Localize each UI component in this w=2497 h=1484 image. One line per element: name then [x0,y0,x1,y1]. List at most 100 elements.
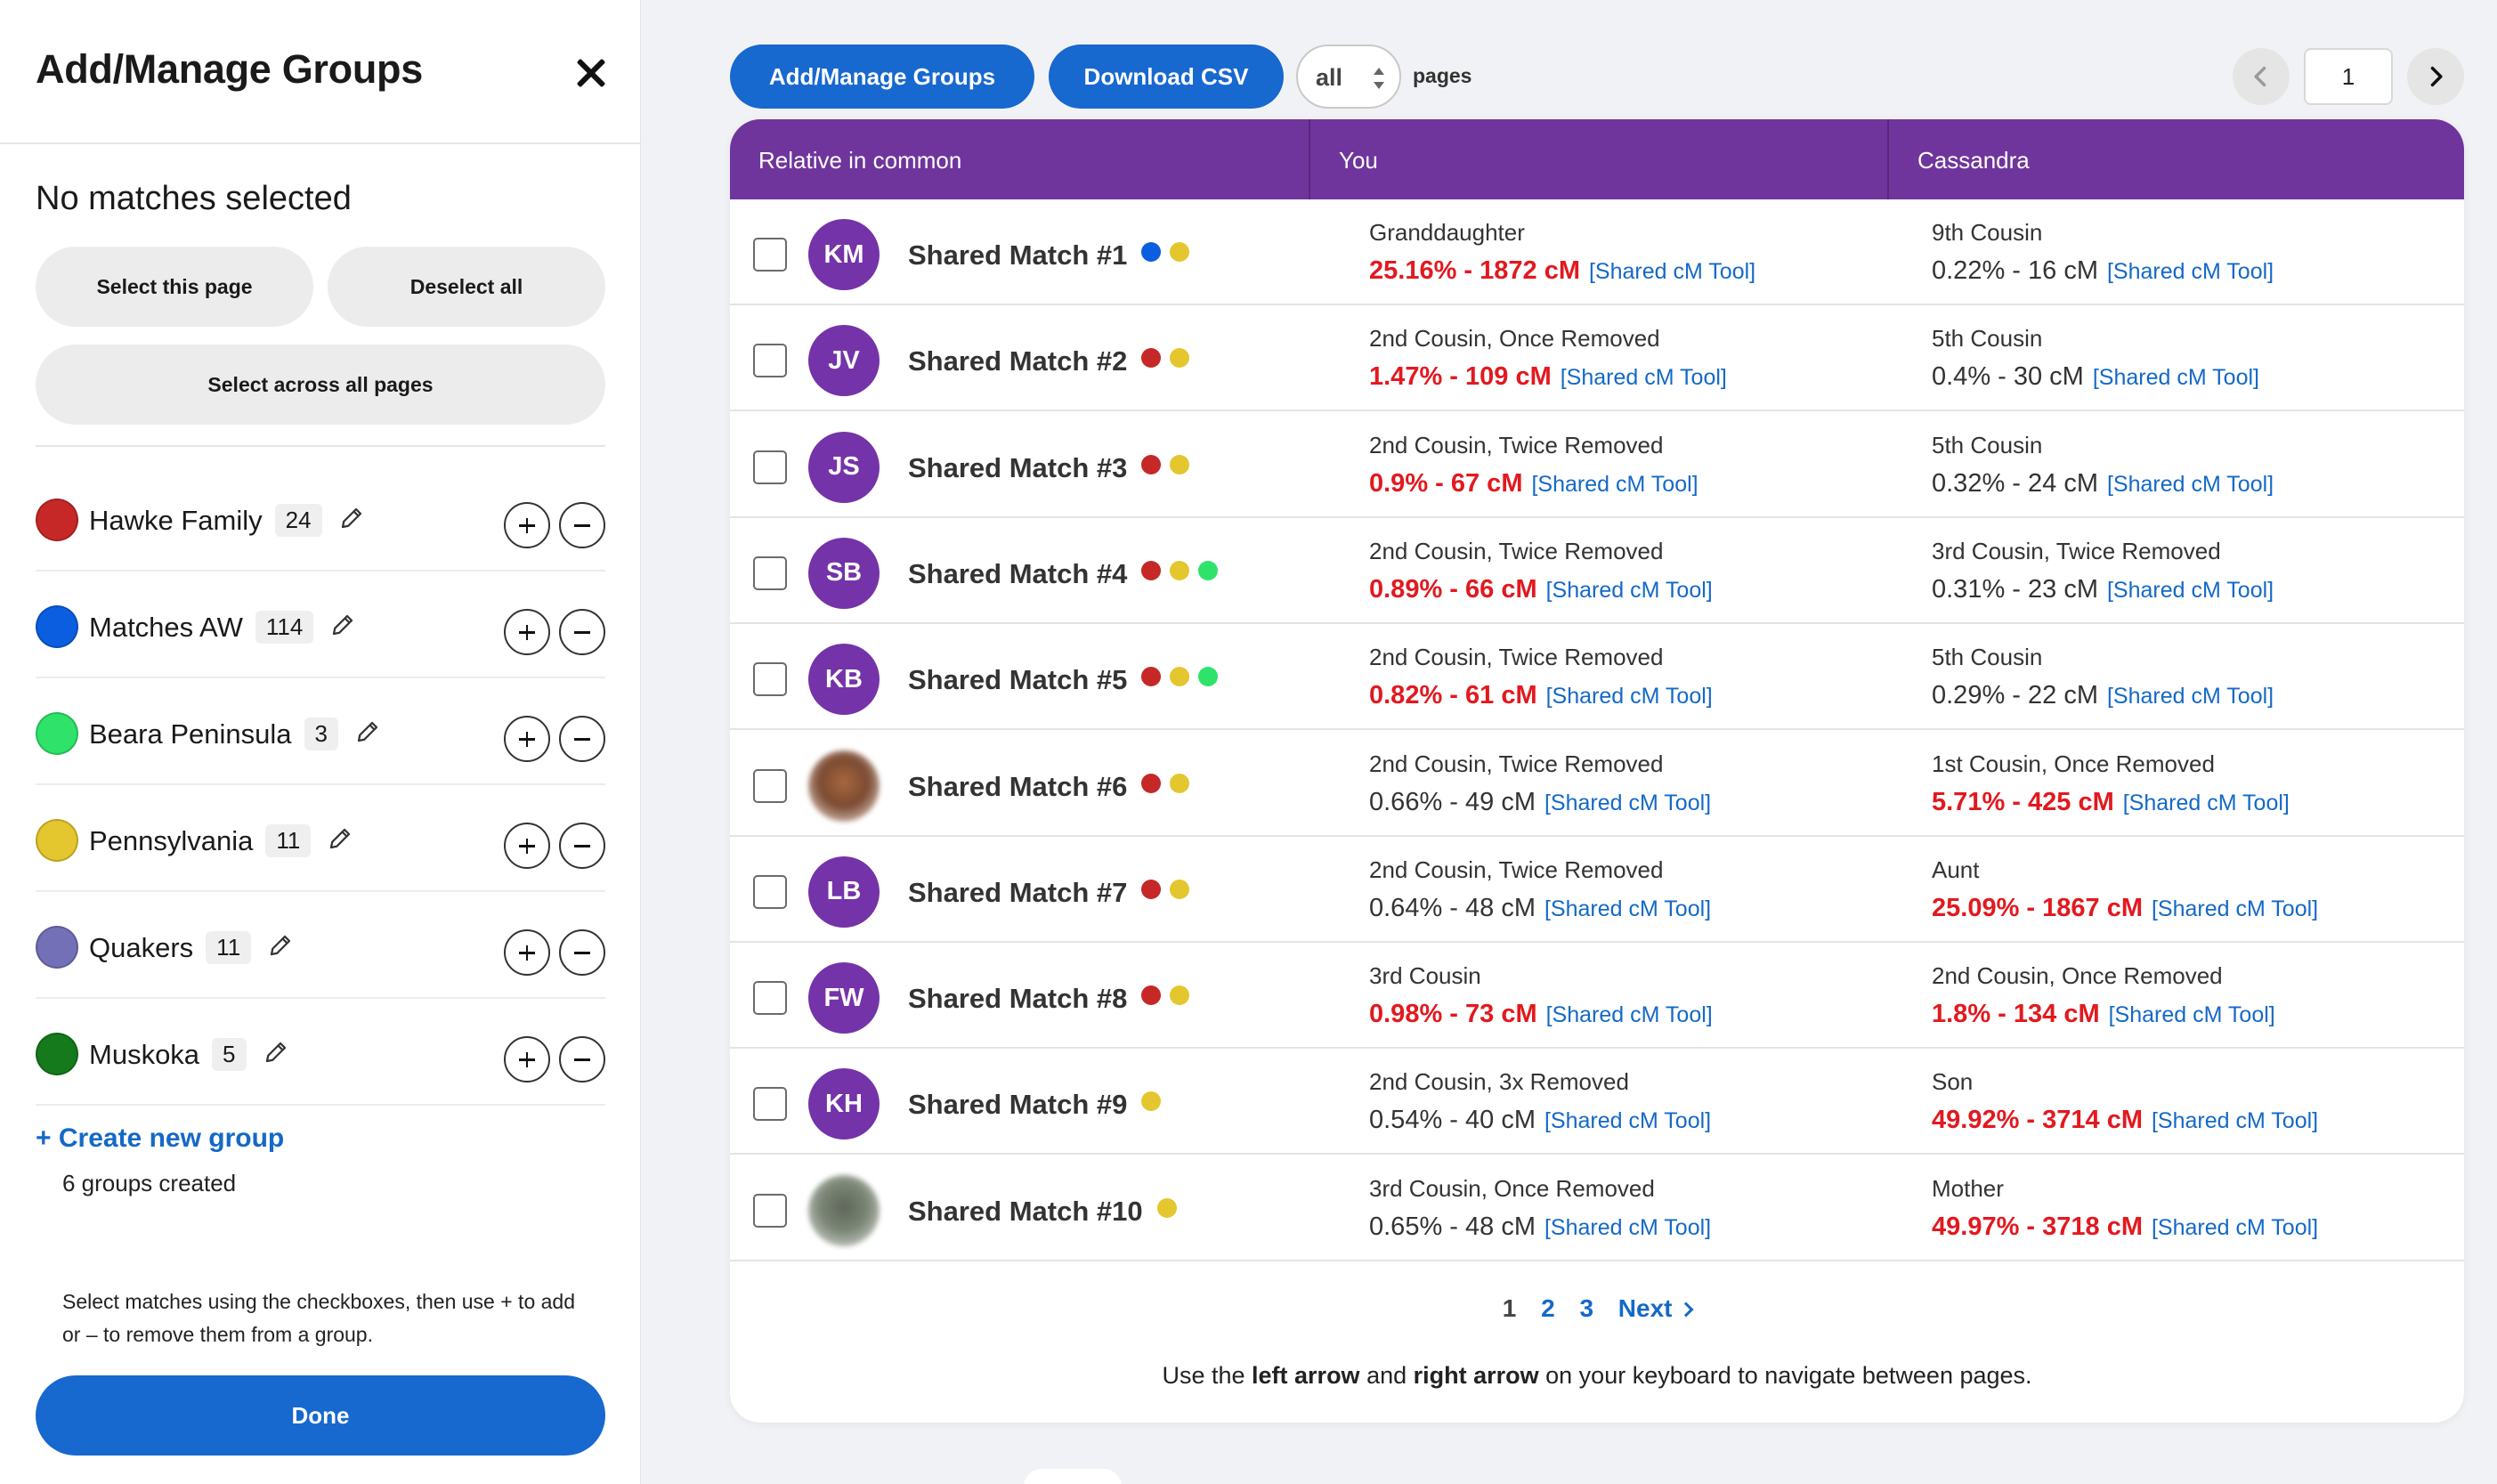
group-dots [1132,980,1190,1012]
avatar[interactable]: KB [808,644,880,716]
cassandra-relationship: 5th Cousin [1932,644,2043,671]
shared-cm-tool-link[interactable]: [Shared cM Tool] [2106,684,2274,710]
group-dot [1141,560,1162,580]
shared-cm-tool-link[interactable]: [Shared cM Tool] [1544,896,1712,921]
shared-cm-tool-link[interactable]: [Shared cM Tool] [1545,684,1713,710]
remove-from-group-button[interactable] [559,929,605,976]
hint-part3: on your keyboard to navigate between pag… [1538,1362,2032,1389]
page-link-3[interactable]: 3 [1579,1294,1594,1322]
match-name[interactable]: Shared Match #4 [908,555,1219,590]
shared-cm-tool-link[interactable]: [Shared cM Tool] [2151,1214,2319,1240]
remove-from-group-button[interactable] [559,716,605,762]
avatar[interactable]: JS [808,431,880,503]
prev-page-button[interactable] [2233,48,2290,105]
shared-cm-tool-link[interactable]: [Shared cM Tool] [1544,1108,1712,1134]
next-page-button[interactable] [2407,48,2464,105]
match-name[interactable]: Shared Match #3 [908,450,1190,484]
avatar[interactable]: FW [808,962,880,1034]
pencil-icon[interactable] [263,1039,289,1066]
add-to-group-button[interactable] [504,929,550,976]
group-dots [1148,1193,1177,1225]
group-dot [1141,348,1162,369]
cassandra-shared-cm: 0.4% - 30 cM [Shared cM Tool] [1932,362,2259,392]
you-relationship: 2nd Cousin, Twice Removed [1369,431,1664,458]
close-icon[interactable] [573,55,609,91]
page-number-input[interactable] [2304,48,2393,105]
match-name[interactable]: Shared Match #10 [908,1193,1177,1228]
pencil-icon[interactable] [338,505,365,531]
pencil-icon[interactable] [267,932,294,959]
shared-cm-tool-link[interactable]: [Shared cM Tool] [2122,790,2290,815]
group-row: Beara Peninsula 3 [36,678,605,785]
match-name[interactable]: Shared Match #6 [908,768,1190,803]
shared-cm-tool-link[interactable]: [Shared cM Tool] [2108,1002,2275,1028]
shared-cm-tool-link[interactable]: [Shared cM Tool] [1545,1002,1713,1028]
match-name[interactable]: Shared Match #2 [908,343,1190,377]
add-to-group-button[interactable] [504,609,550,655]
shared-cm-tool-link[interactable]: [Shared cM Tool] [2106,577,2274,603]
you-relationship: 2nd Cousin, Once Removed [1369,325,1660,353]
pencil-icon[interactable] [329,612,356,638]
match-name[interactable]: Shared Match #5 [908,661,1219,696]
match-checkbox[interactable] [753,555,787,590]
match-name[interactable]: Shared Match #7 [908,874,1190,909]
match-checkbox[interactable] [753,238,787,272]
match-checkbox[interactable] [753,874,787,909]
shared-cm-tool-link[interactable]: [Shared cM Tool] [2151,896,2319,921]
match-checkbox[interactable] [753,662,787,697]
avatar[interactable] [808,1174,880,1246]
pages-select[interactable]: all [1296,45,1401,109]
avatar[interactable]: KH [808,1068,880,1140]
download-csv-button[interactable]: Download CSV [1049,45,1284,109]
remove-from-group-button[interactable] [559,823,605,869]
group-dot [1141,773,1162,793]
table-row: Shared Match #6 2nd Cousin, Twice Removed… [730,731,2464,837]
match-name[interactable]: Shared Match #1 [908,237,1190,272]
add-to-group-button[interactable] [504,1036,550,1083]
avatar[interactable]: LB [808,856,880,928]
match-checkbox[interactable] [753,1087,787,1122]
avatar[interactable]: KM [808,219,880,290]
add-to-group-button[interactable] [504,823,550,869]
next-link[interactable]: Next [1618,1294,1694,1322]
shared-cm-tool-link[interactable]: [Shared cM Tool] [1531,471,1698,497]
shared-cm-tool-link[interactable]: [Shared cM Tool] [2106,259,2274,284]
group-dot [1170,773,1190,793]
match-name[interactable]: Shared Match #8 [908,980,1190,1015]
add-to-group-button[interactable] [504,716,550,762]
remove-from-group-button[interactable] [559,609,605,655]
match-name[interactable]: Shared Match #9 [908,1086,1162,1121]
pencil-icon[interactable] [354,718,381,745]
shared-cm-tool-link[interactable]: [Shared cM Tool] [1544,1214,1712,1240]
shared-cm-tool-link[interactable]: [Shared cM Tool] [1588,259,1756,284]
shared-cm-tool-link[interactable]: [Shared cM Tool] [2106,471,2274,497]
deselect-all-button[interactable]: Deselect all [328,247,605,327]
match-checkbox[interactable] [753,344,787,378]
remove-from-group-button[interactable] [559,1036,605,1083]
add-manage-groups-button[interactable]: Add/Manage Groups [730,45,1034,109]
group-row: Hawke Family 24 [36,465,605,572]
pencil-icon[interactable] [327,825,353,852]
match-checkbox[interactable] [753,981,787,1016]
match-checkbox[interactable] [753,1193,787,1228]
match-checkbox[interactable] [753,450,787,484]
add-to-group-button[interactable] [504,502,550,548]
select-this-page-button[interactable]: Select this page [36,247,313,327]
shared-cm-tool-link[interactable]: [Shared cM Tool] [1545,577,1713,603]
match-checkbox[interactable] [753,768,787,803]
shared-cm-tool-link[interactable]: [Shared cM Tool] [1544,790,1712,815]
remove-from-group-button[interactable] [559,502,605,548]
chevron-right-icon [2430,66,2443,87]
group-dots [1132,555,1219,588]
create-new-group-link[interactable]: + Create new group [36,1123,285,1153]
page-link-2[interactable]: 2 [1541,1294,1555,1322]
avatar[interactable]: JV [808,325,880,397]
page-link-1[interactable]: 1 [1502,1294,1517,1322]
shared-cm-tool-link[interactable]: [Shared cM Tool] [1560,365,1727,391]
shared-cm-tool-link[interactable]: [Shared cM Tool] [2092,365,2259,391]
shared-cm-tool-link[interactable]: [Shared cM Tool] [2151,1108,2319,1134]
select-across-all-pages-button[interactable]: Select across all pages [36,345,605,425]
avatar[interactable] [808,750,880,822]
done-button[interactable]: Done [36,1375,605,1456]
avatar[interactable]: SB [808,537,880,609]
